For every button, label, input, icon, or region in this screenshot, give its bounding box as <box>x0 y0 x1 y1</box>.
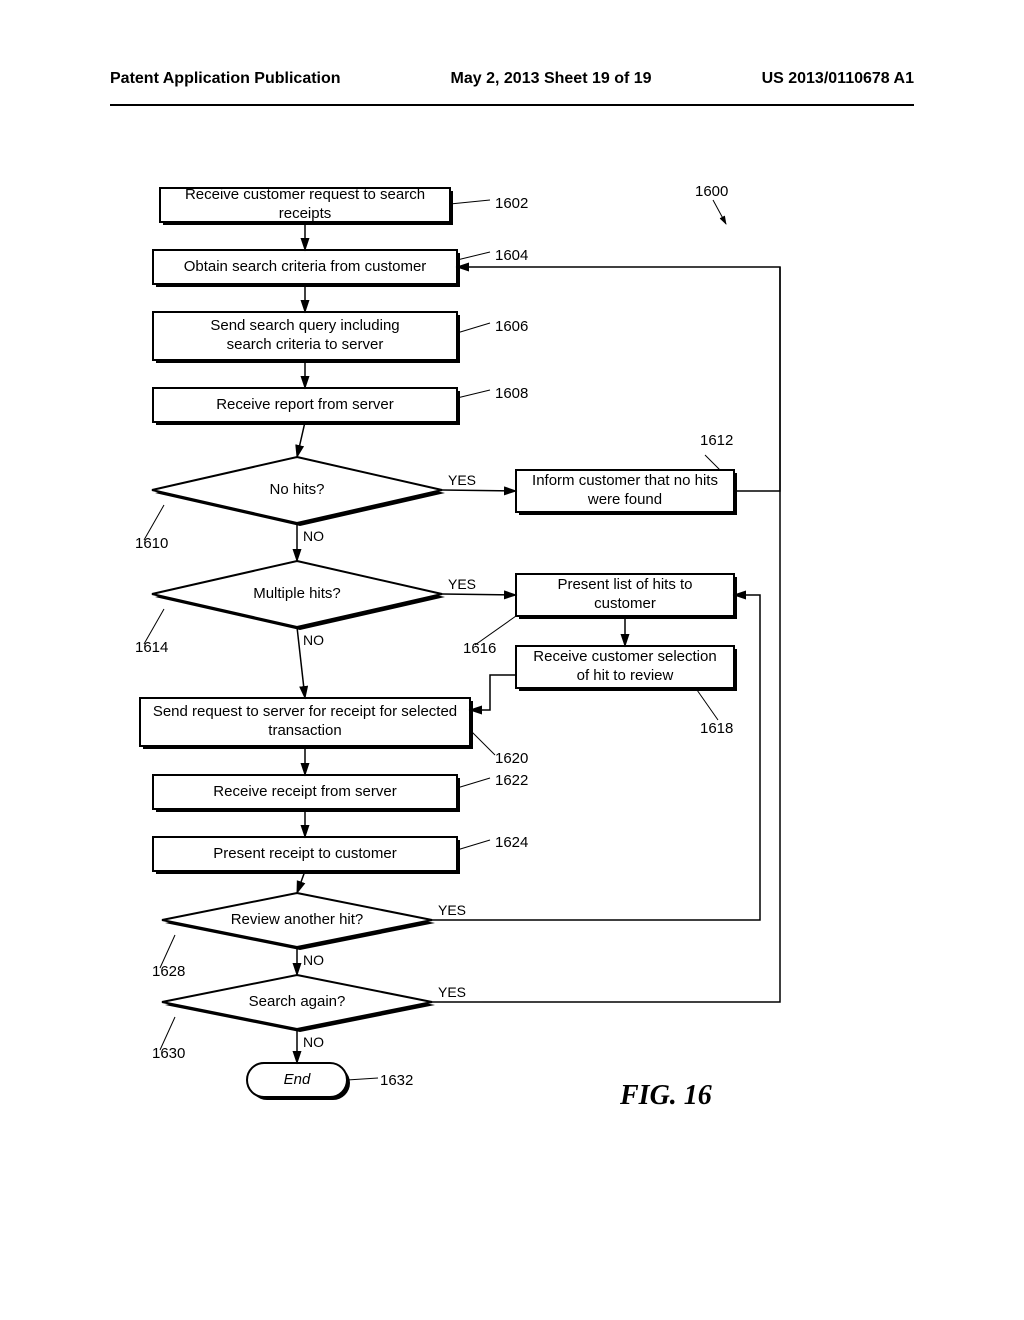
yes-label: YES <box>448 472 476 488</box>
ref-1630: 1630 <box>152 1045 185 1062</box>
node-text: Search again? <box>162 975 432 1029</box>
node-text: Receive customer selectionof hit to revi… <box>516 646 734 688</box>
node-text: Multiple hits? <box>152 561 442 627</box>
node-text: Obtain search criteria from customer <box>153 250 457 284</box>
node-text: Present list of hits tocustomer <box>516 574 734 616</box>
ref-1622: 1622 <box>495 772 528 789</box>
no-label: NO <box>303 1034 324 1050</box>
no-label: NO <box>303 952 324 968</box>
ref-1620: 1620 <box>495 750 528 767</box>
ref-1612: 1612 <box>700 432 733 449</box>
ref-1606: 1606 <box>495 318 528 335</box>
node-text: Receive report from server <box>153 388 457 422</box>
node-text: Send request to server for receipt for s… <box>140 698 470 746</box>
node-text: Receive customer request to search recei… <box>160 188 450 222</box>
ref-1602: 1602 <box>495 195 528 212</box>
yes-label: YES <box>448 576 476 592</box>
ref-1600: 1600 <box>695 183 728 200</box>
node-text: Present receipt to customer <box>153 837 457 871</box>
yes-label: YES <box>438 984 466 1000</box>
ref-1604: 1604 <box>495 247 528 264</box>
ref-1610: 1610 <box>135 535 168 552</box>
no-label: NO <box>303 632 324 648</box>
node-text: No hits? <box>152 457 442 523</box>
node-text: Inform customer that no hitswere found <box>516 470 734 512</box>
ref-1618: 1618 <box>700 720 733 737</box>
no-label: NO <box>303 528 324 544</box>
ref-1614: 1614 <box>135 639 168 656</box>
ref-1632: 1632 <box>380 1072 413 1089</box>
ref-1608: 1608 <box>495 385 528 402</box>
page: Patent Application Publication May 2, 20… <box>0 0 1024 1320</box>
ref-1624: 1624 <box>495 834 528 851</box>
yes-label: YES <box>438 902 466 918</box>
node-text: Review another hit? <box>162 893 432 947</box>
figure-label: FIG. 16 <box>620 1080 712 1112</box>
node-text: Send search query includingsearch criter… <box>153 312 457 360</box>
node-text: Receive receipt from server <box>153 775 457 809</box>
node-text: End <box>247 1063 347 1097</box>
ref-1616: 1616 <box>463 640 496 657</box>
